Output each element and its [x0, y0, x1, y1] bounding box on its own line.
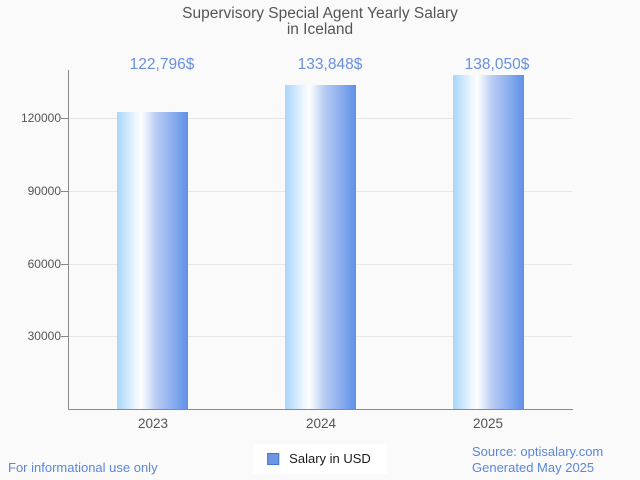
salary-bar-2023 — [117, 112, 188, 409]
y-tick-label: 120000 — [20, 111, 61, 125]
source-attribution: Source: optisalary.com Generated May 202… — [472, 444, 603, 476]
bar-value-label: 133,848$ — [297, 56, 363, 73]
x-axis-line — [68, 409, 573, 410]
legend-marker-square-icon — [267, 452, 280, 465]
source-line: Source: optisalary.com — [472, 444, 604, 459]
generated-line: Generated May 2025 — [472, 460, 595, 475]
disclaimer-text: For informational use only — [8, 460, 158, 475]
chart-title: Supervisory Special Agent Yearly Salary … — [0, 6, 640, 38]
legend: Salary in USD — [253, 444, 387, 474]
bar-value-label: 122,796$ — [129, 56, 195, 73]
y-tick-mark — [61, 191, 68, 192]
salary-bar-2024 — [285, 85, 356, 409]
y-tick-mark — [61, 118, 68, 119]
x-axis-label: 2024 — [305, 416, 337, 431]
y-tick-mark — [61, 336, 68, 337]
x-axis-label: 2025 — [472, 416, 504, 431]
y-tick-label: 90000 — [27, 184, 61, 198]
y-tick-label: 60000 — [27, 257, 61, 271]
y-tick-label: 30000 — [27, 329, 61, 343]
chart-title-line1: Supervisory Special Agent Yearly Salary — [182, 5, 458, 22]
x-axis-label: 2023 — [137, 416, 169, 431]
legend-label: Salary in USD — [289, 451, 371, 466]
y-tick-mark — [61, 264, 68, 265]
salary-bar-2025 — [453, 75, 524, 409]
y-axis-line — [68, 70, 69, 410]
bar-value-label: 138,050$ — [464, 56, 530, 73]
chart-title-line2: in Iceland — [286, 21, 354, 38]
